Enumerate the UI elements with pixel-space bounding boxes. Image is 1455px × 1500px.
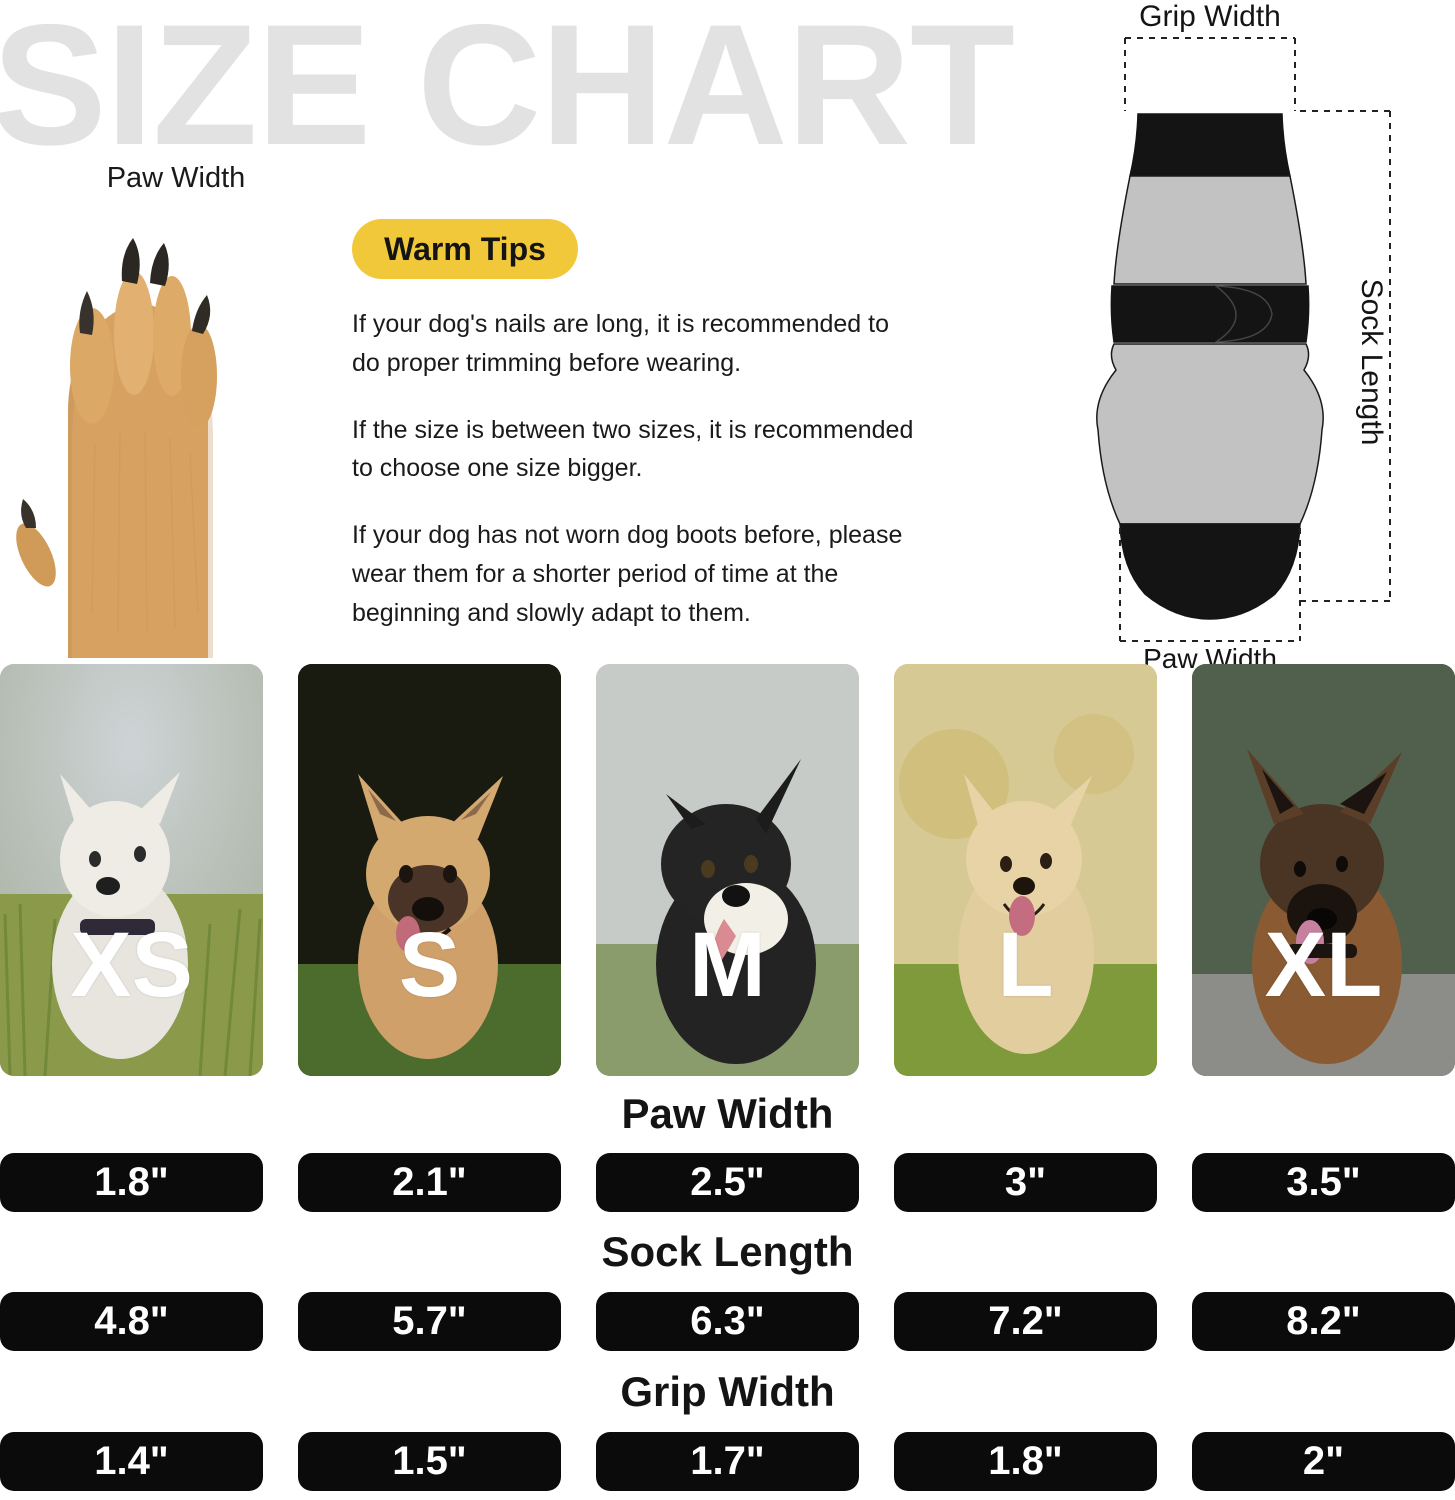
svg-text:Grip Width: Grip Width: [1139, 0, 1281, 33]
svg-text:Sock Length: Sock Length: [1355, 279, 1388, 446]
